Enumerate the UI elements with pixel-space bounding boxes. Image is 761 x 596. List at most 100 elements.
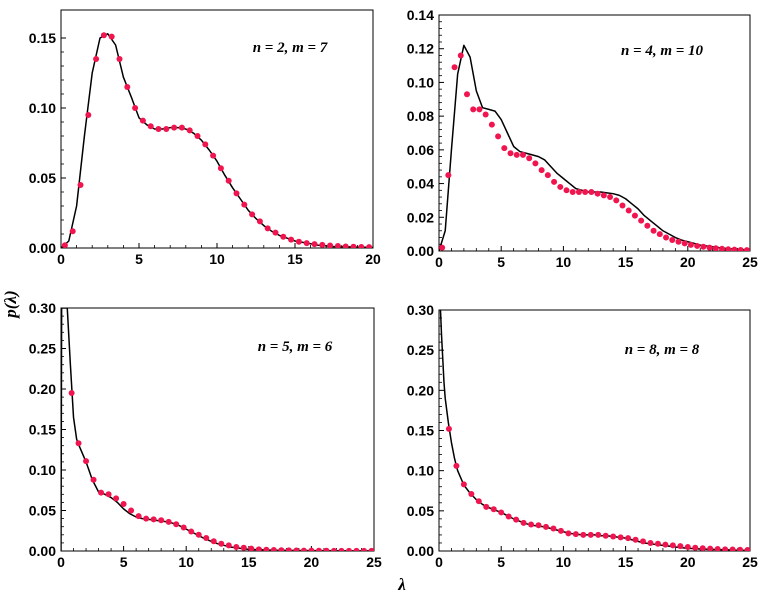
data-point — [663, 234, 670, 241]
panel-annotation: n = 2, m = 7 — [253, 40, 328, 56]
data-point — [225, 177, 232, 184]
data-point — [195, 531, 202, 538]
y-tick-label: 0.25 — [407, 342, 434, 358]
y-tick-label: 0.04 — [407, 176, 434, 192]
data-point — [360, 547, 367, 551]
y-tick-label: 0.02 — [407, 209, 434, 225]
x-tick-label: 15 — [241, 554, 257, 570]
data-point — [445, 172, 452, 179]
data-point — [342, 243, 349, 248]
data-point — [75, 440, 82, 447]
data-point — [345, 547, 352, 551]
panels: 0 5 10 15 20 0.00 0.05 0.10 0.15 n = 2, m = 7 0 5 10… — [29, 7, 758, 570]
panel-2: 0 5 10 15 20 25 0.00 0.02 0.04 0.06 0.08 0.10 0.12 0.… — [407, 7, 758, 270]
data-point — [358, 244, 365, 248]
data-point — [186, 127, 193, 134]
data-point — [719, 245, 726, 251]
x-tick-label: 20 — [304, 554, 320, 570]
data-point — [725, 246, 732, 251]
data-point — [173, 521, 180, 528]
x-tick-label: 10 — [178, 554, 194, 570]
x-tick-label: 20 — [365, 251, 381, 267]
data-point — [501, 145, 508, 152]
data-point — [158, 517, 165, 524]
data-point — [270, 547, 277, 551]
data-point — [113, 495, 120, 502]
data-point — [707, 545, 714, 551]
data-point — [202, 141, 209, 148]
data-point — [468, 490, 475, 497]
x-tick-label: 0 — [57, 554, 65, 570]
data-point — [132, 105, 139, 111]
data-point — [451, 64, 458, 71]
plot-frame — [438, 14, 751, 252]
data-point — [460, 481, 467, 488]
data-point — [171, 124, 178, 131]
y-tick-label: 0.06 — [407, 142, 434, 158]
y-tick-label: 0.20 — [407, 382, 434, 398]
data-point — [338, 547, 345, 551]
data-point — [737, 246, 744, 251]
data-point — [116, 56, 123, 62]
x-tick-label: 20 — [680, 254, 696, 270]
data-point — [677, 543, 684, 550]
data-point — [256, 218, 263, 225]
x-tick-label: 15 — [618, 254, 634, 270]
data-point — [706, 244, 713, 251]
density-curve — [61, 33, 373, 248]
data-point — [572, 531, 579, 538]
data-point — [248, 545, 255, 551]
data-point — [233, 543, 240, 550]
y-tick-label: 0.10 — [29, 100, 56, 116]
data-point — [68, 390, 75, 397]
data-point — [640, 538, 647, 545]
data-point — [550, 525, 557, 532]
x-tick-label: 0 — [435, 554, 443, 570]
data-point — [93, 56, 100, 62]
data-point — [188, 528, 195, 535]
data-point — [526, 155, 533, 162]
data-point — [544, 172, 551, 179]
x-axis-label: λ — [397, 575, 406, 594]
data-point — [617, 534, 624, 541]
x-tick-label: 10 — [556, 554, 572, 570]
y-tick-label: 0.20 — [29, 381, 56, 397]
data-point — [366, 244, 373, 248]
data-point — [255, 546, 262, 551]
data-point — [120, 501, 127, 508]
x-tick-label: 5 — [497, 554, 505, 570]
data-point — [327, 242, 334, 248]
data-point — [551, 178, 558, 185]
data-point — [731, 246, 738, 251]
data-point — [147, 123, 154, 130]
data-point — [61, 242, 68, 248]
data-point — [165, 518, 172, 525]
data-point — [513, 151, 520, 158]
data-point — [528, 521, 535, 528]
data-point — [476, 106, 483, 113]
x-tick-label: 5 — [120, 554, 128, 570]
data-point — [625, 207, 632, 214]
data-point — [594, 190, 601, 197]
data-point — [272, 229, 279, 236]
data-point — [535, 522, 542, 529]
data-point — [285, 547, 292, 551]
data-point — [737, 546, 744, 551]
y-tick-label: 0.10 — [29, 462, 56, 478]
data-point — [143, 515, 150, 522]
data-point — [610, 533, 617, 540]
data-point — [180, 524, 187, 531]
data-point — [613, 197, 620, 204]
data-point — [233, 190, 240, 197]
data-point — [729, 546, 736, 551]
panel-annotation: n = 8, m = 8 — [625, 342, 700, 358]
data-point — [569, 189, 576, 195]
data-point — [563, 187, 570, 194]
data-point — [98, 489, 105, 496]
y-tick-label: 0.15 — [29, 30, 56, 46]
data-point — [538, 167, 545, 174]
data-point — [507, 150, 514, 157]
data-point — [488, 121, 495, 128]
data-point — [83, 458, 90, 465]
